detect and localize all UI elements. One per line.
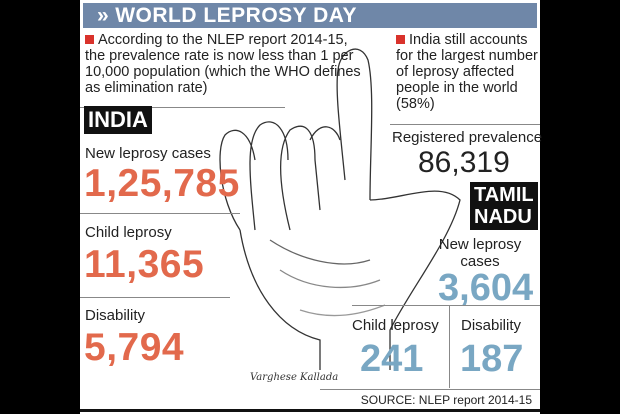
divider [80, 107, 285, 108]
tn-disability-value: 187 [460, 338, 524, 380]
double-chevron-icon: » [97, 4, 110, 27]
source-note: SOURCE: NLEP report 2014-15 [360, 393, 532, 407]
india-new-cases-value: 1,25,785 [84, 162, 240, 205]
bullet-icon [85, 35, 94, 44]
bottom-rule [80, 409, 540, 412]
title: WORLD LEPROSY DAY [115, 4, 358, 27]
note-right-text: India still accounts for the largest num… [396, 32, 538, 112]
india-disability-label: Disability [85, 307, 146, 324]
header-bar: » WORLD LEPROSY DAY [83, 3, 537, 28]
divider [320, 389, 540, 390]
divider [390, 124, 540, 125]
india-disability-value: 5,794 [84, 326, 185, 369]
tn-child-label: Child leprosy [352, 317, 439, 334]
india-child-value: 11,365 [84, 243, 205, 286]
note-left: According to the NLEP report 2014-15, th… [85, 32, 365, 96]
artist-signature: Varghese Kallada [250, 372, 338, 383]
registered-prevalence-label: Registered prevalence [392, 129, 543, 146]
registered-prevalence-value: 86,319 [418, 146, 510, 179]
divider [352, 305, 540, 306]
infographic-panel: » WORLD LEPROSY DAY Varghese Kallada Acco… [80, 0, 543, 414]
divider [80, 297, 230, 298]
note-left-text: According to the NLEP report 2014-15, th… [85, 32, 361, 96]
tag-line: NADU [474, 206, 532, 228]
tn-disability-label: Disability [461, 317, 522, 334]
india-child-label: Child leprosy [85, 224, 172, 241]
hand-illustration: Varghese Kallada [219, 48, 461, 383]
divider [80, 213, 240, 214]
tn-new-cases-value: 3,604 [438, 267, 534, 309]
india-new-cases-label: New leprosy cases [85, 145, 211, 162]
india-tag: INDIA [84, 106, 152, 134]
tn-new-cases-label: New leprosy cases [438, 236, 522, 270]
tn-child-value: 241 [360, 338, 424, 380]
tamil-nadu-tag: TAMIL NADU [470, 182, 538, 230]
divider [449, 305, 450, 388]
bullet-icon [396, 35, 405, 44]
tag-line: TAMIL [474, 184, 534, 206]
note-right: India still accounts for the largest num… [396, 32, 538, 112]
